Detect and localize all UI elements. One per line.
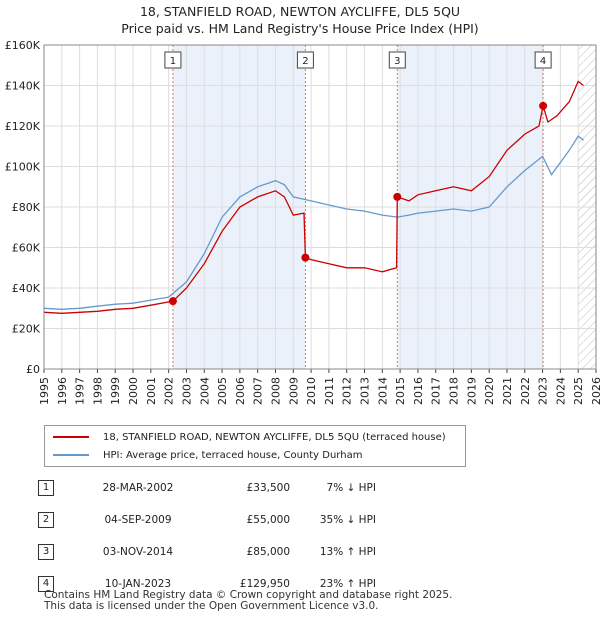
x-tick-label: 2007 [252, 377, 265, 405]
x-tick-label: 1997 [74, 377, 87, 405]
sale-price: £55,000 [246, 514, 290, 526]
legend-label-property: 18, STANFIELD ROAD, NEWTON AYCLIFFE, DL5… [103, 431, 446, 443]
sale-hpi-diff: 13% ↑ HPI [319, 546, 376, 558]
y-tick-label: £40K [12, 282, 41, 295]
y-tick-label: £20K [12, 323, 41, 336]
x-tick-label: 2008 [269, 377, 282, 405]
x-tick-label: 1995 [38, 377, 51, 405]
sale-point [168, 297, 177, 306]
x-tick-label: 2014 [376, 377, 389, 405]
sale-marker-number: 4 [540, 56, 546, 67]
x-tick-label: 2006 [234, 377, 247, 405]
x-tick-label: 2013 [359, 377, 372, 405]
sale-marker-box [164, 51, 182, 69]
legend-swatch-red [53, 436, 89, 438]
x-tick-label: 2021 [501, 377, 514, 405]
sale-marker-box [296, 51, 314, 69]
x-tick-label: 2005 [216, 377, 229, 405]
sale-point [393, 192, 402, 201]
table-row: 3 03-NOV-2014 £85,000 13% ↑ HPI [38, 536, 376, 568]
sale-point [539, 101, 548, 110]
x-tick-label: 2026 [590, 377, 600, 405]
sale-marker-box [534, 51, 552, 69]
y-tick-label: £120K [5, 120, 41, 133]
footer: Contains HM Land Registry data © Crown c… [44, 590, 452, 612]
sale-date: 28-MAR-2002 [102, 482, 174, 494]
x-tick-label: 2010 [305, 377, 318, 405]
legend-item-hpi: HPI: Average price, terraced house, Coun… [53, 446, 362, 464]
x-tick-label: 1999 [109, 377, 122, 405]
sale-hpi-diff: 23% ↑ HPI [319, 578, 376, 590]
x-tick-label: 2019 [465, 377, 478, 405]
x-tick-label: 2016 [412, 377, 425, 405]
legend: 18, STANFIELD ROAD, NEWTON AYCLIFFE, DL5… [44, 425, 466, 467]
sale-date: 04-SEP-2009 [104, 514, 172, 526]
footer-license: This data is licensed under the Open Gov… [44, 600, 379, 612]
x-tick-label: 2012 [341, 377, 354, 405]
table-row: 2 04-SEP-2009 £55,000 35% ↓ HPI [38, 504, 376, 536]
sales-table: 1 28-MAR-2002 £33,500 7% ↓ HPI 2 04-SEP-… [38, 472, 376, 600]
plot-frame [43, 44, 597, 370]
sale-number: 4 [38, 576, 54, 592]
legend-swatch-blue [53, 454, 89, 456]
sale-number: 3 [38, 544, 54, 560]
x-tick-label: 2022 [519, 377, 532, 405]
x-tick-label: 2020 [483, 377, 496, 405]
y-tick-label: £80K [12, 201, 41, 214]
x-tick-label: 2001 [145, 377, 158, 405]
x-tick-label: 2024 [554, 377, 567, 405]
x-tick-label: 2009 [287, 377, 300, 405]
sale-number: 1 [38, 480, 54, 496]
table-row: 4 10-JAN-2023 £129,950 23% ↑ HPI [38, 568, 376, 600]
x-tick-label: 2017 [430, 377, 443, 405]
sale-point [301, 253, 310, 262]
chart-title: 18, STANFIELD ROAD, NEWTON AYCLIFFE, DL5… [139, 4, 461, 19]
y-tick-label: £100K [5, 161, 41, 174]
table-row: 1 28-MAR-2002 £33,500 7% ↓ HPI [38, 472, 376, 504]
x-tick-label: 2004 [198, 377, 211, 405]
sale-price: £33,500 [246, 482, 290, 494]
sale-date: 10-JAN-2023 [104, 578, 172, 590]
chart-subtitle: Price paid vs. HM Land Registry's House … [121, 21, 479, 36]
x-tick-label: 2011 [323, 377, 336, 405]
x-tick-label: 2025 [572, 377, 585, 405]
y-tick-label: £160K [5, 39, 41, 52]
sale-marker-number: 1 [170, 56, 176, 67]
sale-marker-box [388, 51, 406, 69]
x-tick-label: 2023 [537, 377, 550, 405]
x-tick-label: 2015 [394, 377, 407, 405]
series-line-hpi [43, 135, 584, 310]
x-tick-label: 1998 [91, 377, 104, 405]
x-tick-label: 2000 [127, 377, 140, 405]
legend-item-property: 18, STANFIELD ROAD, NEWTON AYCLIFFE, DL5… [53, 428, 446, 446]
y-tick-label: £0 [26, 363, 40, 376]
footer-copyright: Contains HM Land Registry data © Crown c… [44, 589, 453, 601]
x-tick-label: 2018 [448, 377, 461, 405]
sale-marker-number: 3 [394, 56, 400, 67]
price-chart: 1 2 3 4 £0 £20K £40K £60K £80K £100K £120K £140K £1… [5, 39, 600, 405]
sale-price: £85,000 [246, 546, 290, 558]
legend-label-hpi: HPI: Average price, terraced house, Coun… [103, 449, 363, 461]
y-tick-label: £140K [5, 80, 41, 93]
sale-date: 03-NOV-2014 [102, 546, 174, 558]
sale-number: 2 [38, 512, 54, 528]
y-tick-label: £60K [12, 242, 41, 255]
sale-price: £129,950 [239, 578, 290, 590]
x-tick-label: 1996 [56, 377, 69, 405]
x-tick-label: 2003 [180, 377, 193, 405]
sale-hpi-diff: 35% ↓ HPI [319, 514, 376, 526]
sale-marker-number: 2 [302, 56, 308, 67]
sale-hpi-diff: 7% ↓ HPI [326, 482, 376, 494]
x-tick-label: 2002 [163, 377, 176, 405]
series-line-property [43, 80, 584, 314]
